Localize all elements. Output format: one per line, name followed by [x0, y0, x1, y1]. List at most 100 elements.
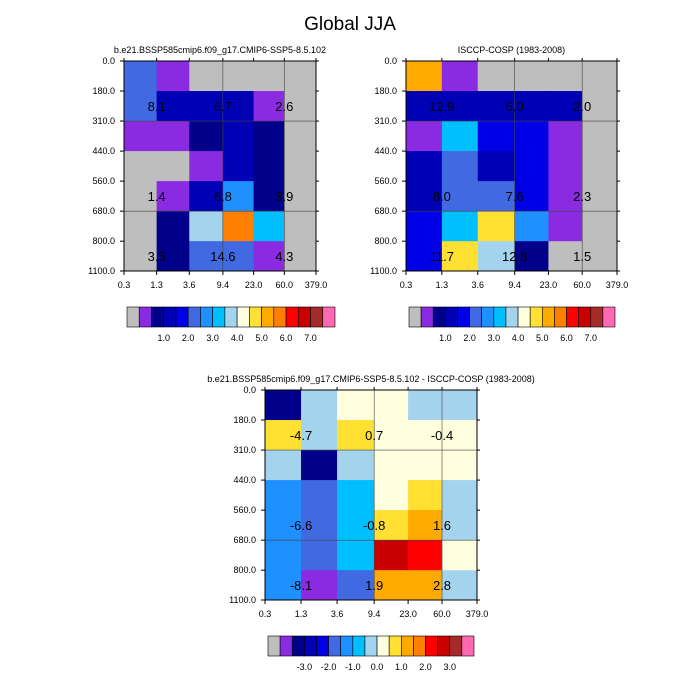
colorbar-swatch — [413, 635, 426, 657]
y-tick-label: 560.0 — [92, 176, 115, 186]
heatmap-cell — [337, 420, 375, 451]
heatmap-cell — [374, 480, 409, 511]
x-tick-label: 1.3 — [295, 609, 308, 619]
x-tick-label: 23.0 — [399, 609, 417, 619]
heatmap-cell — [408, 420, 443, 451]
heatmap-cell — [514, 151, 549, 182]
heatmap-cell — [441, 61, 479, 92]
y-tick-label: 1100.0 — [370, 266, 397, 276]
heatmap-cell — [548, 211, 583, 242]
colorbar-label: 3.0 — [444, 662, 457, 672]
colorbar-swatch — [517, 306, 531, 328]
y-tick-label: 560.0 — [374, 176, 397, 186]
heatmap-cell — [156, 61, 190, 92]
colorbar-swatch — [126, 306, 140, 328]
y-tick-label: 440.0 — [92, 146, 115, 156]
y-tick-label: 800.0 — [233, 565, 256, 575]
cell-value-label: -0.4 — [431, 428, 453, 443]
heatmap-cell — [156, 151, 190, 182]
colorbar-swatch — [187, 306, 201, 328]
cell-value-label: 2.6 — [275, 99, 293, 114]
colorbar-swatch — [261, 306, 275, 328]
colorbar-swatch — [224, 306, 238, 328]
heatmap-cell — [582, 61, 618, 92]
heatmap-cell — [284, 241, 317, 272]
figure-title: Global JJA — [304, 14, 396, 35]
colorbar-label: 1.0 — [439, 333, 452, 343]
colorbar-swatch — [151, 306, 165, 328]
colorbar-swatch — [285, 306, 299, 328]
colorbar-swatch — [469, 306, 483, 328]
colorbar-label: 4.0 — [231, 333, 244, 343]
cell-value-label: -8.1 — [290, 578, 312, 593]
heatmap-cell — [477, 211, 516, 242]
x-tick-label: 3.6 — [331, 609, 344, 619]
colorbar-swatch — [200, 306, 213, 328]
heatmap-cell — [548, 151, 583, 182]
y-tick-label: 440.0 — [374, 146, 397, 156]
heatmap-cell — [253, 61, 285, 92]
heatmap-cell — [284, 211, 317, 242]
heatmap-cell — [222, 181, 255, 212]
x-tick-label: 379.0 — [305, 280, 328, 290]
heatmap-cell — [337, 390, 375, 421]
heatmap-cell — [406, 151, 443, 182]
heatmap-cell — [477, 241, 516, 272]
y-tick-label: 180.0 — [233, 415, 256, 425]
heatmap-cell — [337, 540, 375, 571]
colorbar-label: 2.0 — [419, 662, 432, 672]
y-tick-label: 1100.0 — [88, 266, 115, 276]
panel-observation: ISCCP-COSP (1983-2008) 0.3 1.3 3.6 9.4 23.0 60… — [370, 45, 628, 343]
heatmap-cell — [265, 510, 302, 541]
colorbar-label: -3.0 — [297, 662, 313, 672]
cell-value-label: 14.6 — [210, 249, 235, 264]
cell-value-label: 3.5 — [148, 249, 166, 264]
cell-value-label: 3.9 — [275, 189, 293, 204]
heatmap-cell — [442, 480, 478, 511]
heatmap-cell — [301, 540, 338, 571]
heatmap-cell — [442, 540, 478, 571]
heatmap-cell — [222, 211, 255, 242]
heatmap-cell — [124, 121, 158, 152]
heatmap-cell — [441, 151, 479, 182]
heatmap-cell — [442, 390, 478, 421]
heatmap-cell — [374, 390, 409, 421]
heatmap-cell — [156, 91, 190, 122]
y-tick-label: 680.0 — [233, 535, 256, 545]
heatmap-cell — [406, 241, 443, 272]
colorbar-label: 3.0 — [488, 333, 501, 343]
heatmap-cell — [337, 570, 375, 601]
colorbar-label: 6.0 — [560, 333, 573, 343]
heatmap-cell — [189, 121, 224, 152]
colorbar-swatch — [273, 306, 287, 328]
heatmap-cell — [477, 121, 516, 152]
cell-value-label: 12.8 — [502, 249, 527, 264]
heatmap-cell — [442, 450, 478, 481]
colorbar-swatch — [529, 306, 543, 328]
colorbar-swatch — [425, 635, 438, 657]
colorbar-swatch — [408, 306, 422, 328]
heatmap-cell — [477, 151, 516, 182]
heatmap-cell — [222, 91, 255, 122]
heatmap-cell — [222, 61, 255, 92]
cell-value-label: 1.5 — [573, 249, 591, 264]
heatmap-cell — [406, 181, 443, 212]
heatmap-cell — [124, 241, 158, 272]
heatmap-cell — [284, 61, 317, 92]
heatmap-cell — [222, 121, 255, 152]
cell-value-label: -4.7 — [290, 428, 312, 443]
colorbar-label: -2.0 — [321, 662, 337, 672]
colorbar-swatch — [457, 306, 470, 328]
colorbar-swatch — [175, 306, 189, 328]
heatmap-cell — [442, 420, 478, 451]
cell-value-label: 6.0 — [506, 99, 524, 114]
heatmap-cell — [253, 181, 285, 212]
heatmap-cell — [548, 91, 583, 122]
panel-title: ISCCP-COSP (1983-2008) — [458, 45, 565, 55]
colorbar-swatch — [249, 306, 262, 328]
heatmap-cell — [408, 390, 443, 421]
heatmap-cell — [337, 450, 375, 481]
cell-value-label: 8.1 — [148, 99, 166, 114]
y-tick-label: 310.0 — [92, 116, 115, 126]
